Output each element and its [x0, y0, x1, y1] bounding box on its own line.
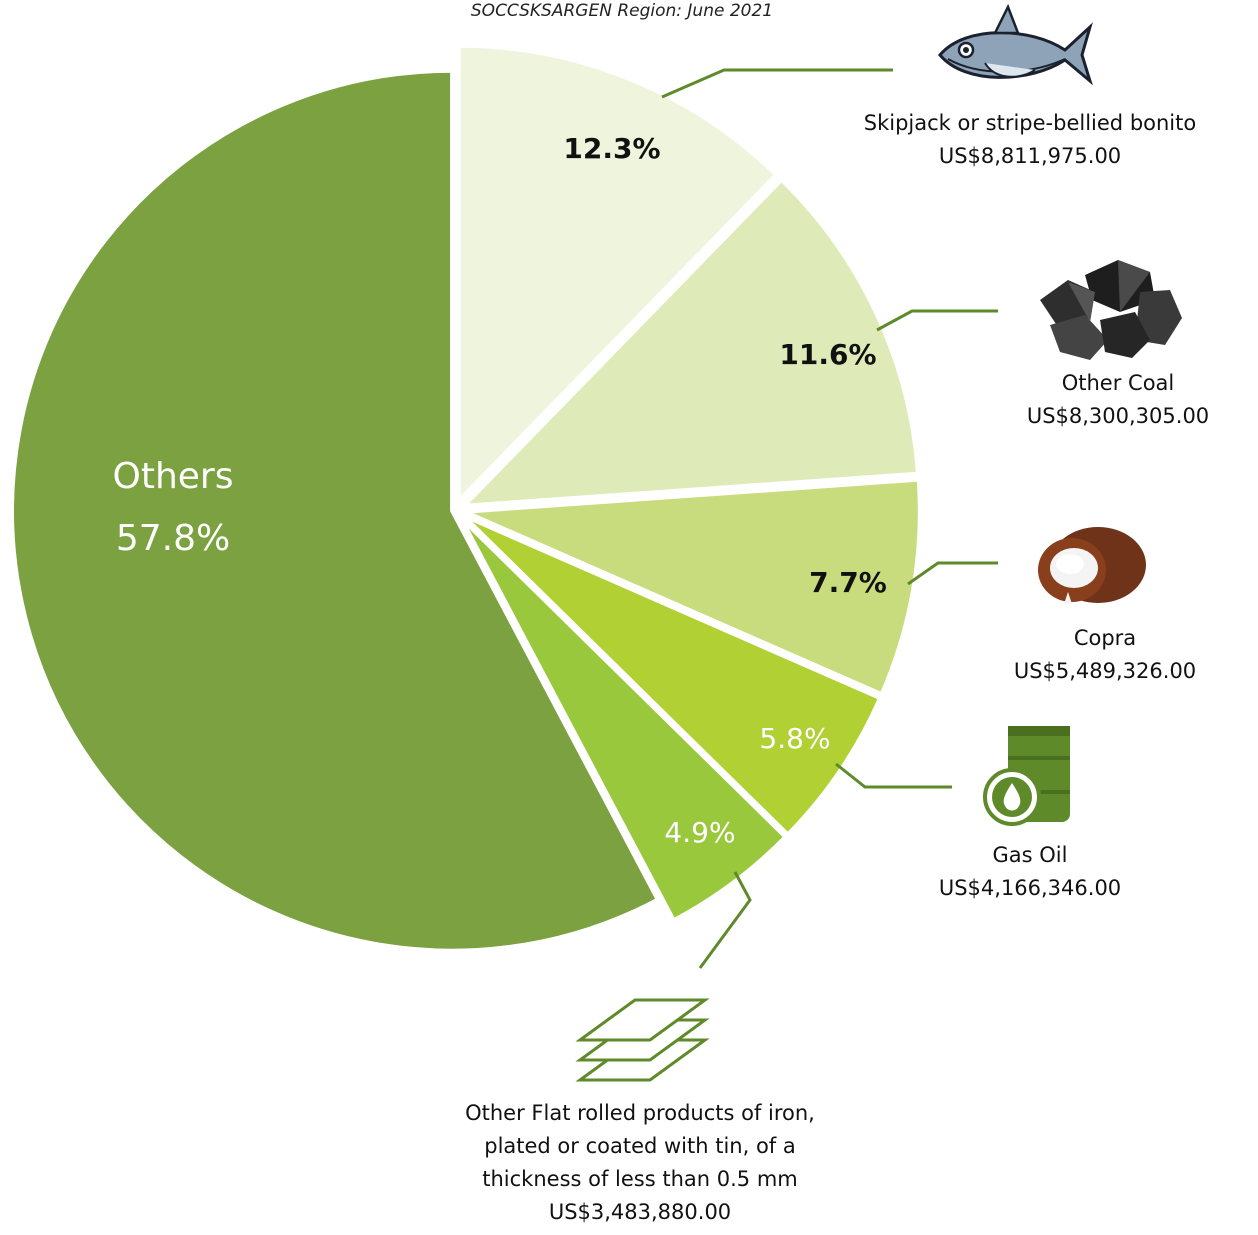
chart-subtitle: SOCCSKSARGEN Region: June 2021 [471, 1, 773, 21]
pie-slice-others [10, 68, 660, 953]
pct-label-coal: 11.6% [779, 338, 876, 371]
leader-line-flat [698, 871, 752, 969]
pie-slice-gasoil [461, 513, 883, 837]
label-gasoil-name: Gas Oil [993, 843, 1068, 867]
sheets-icon [575, 998, 710, 1082]
label-skipjack-amount: US$8,811,975.00 [939, 144, 1121, 168]
pie-slice-skipjack [456, 43, 779, 503]
leader-line-skipjack [661, 68, 893, 99]
pie-slices [10, 43, 922, 953]
label-copra-name: Copra [1074, 626, 1136, 650]
label-gasoil-amount: US$4,166,346.00 [939, 876, 1121, 900]
label-coal-amount: US$8,300,305.00 [1027, 404, 1209, 428]
fish-icon [938, 3, 1093, 86]
pie-slice-coal [462, 177, 920, 508]
coal-icon [1040, 260, 1182, 360]
label-flat-line2: plated or coated with tin, of a [484, 1134, 796, 1158]
label-flat-amount: US$3,483,880.00 [549, 1200, 731, 1224]
label-copra-amount: US$5,489,326.00 [1014, 659, 1196, 683]
coconut-icon [1038, 527, 1146, 604]
label-flat-line1: Other Flat rolled products of iron, [465, 1101, 815, 1125]
others-name-label: Others [113, 456, 234, 497]
pct-label-copra: 7.7% [809, 566, 887, 599]
pct-label-skipjack: 12.3% [563, 132, 660, 165]
label-coal-name: Other Coal [1062, 371, 1175, 395]
leader-line-coal [876, 309, 998, 332]
label-skipjack-name: Skipjack or stripe-bellied bonito [864, 111, 1196, 135]
pct-label-flat: 4.9% [664, 816, 735, 849]
oil-barrel-icon [983, 726, 1070, 826]
leader-line-copra [907, 561, 998, 586]
leader-line-gasoil [835, 762, 952, 789]
label-flat-line3: thickness of less than 0.5 mm [482, 1167, 797, 1191]
pie-slice-copra [462, 477, 922, 697]
pie-slice-flat [458, 516, 788, 923]
pct-label-gasoil: 5.8% [759, 722, 830, 755]
pct-label-others: 57.8% [116, 518, 230, 559]
